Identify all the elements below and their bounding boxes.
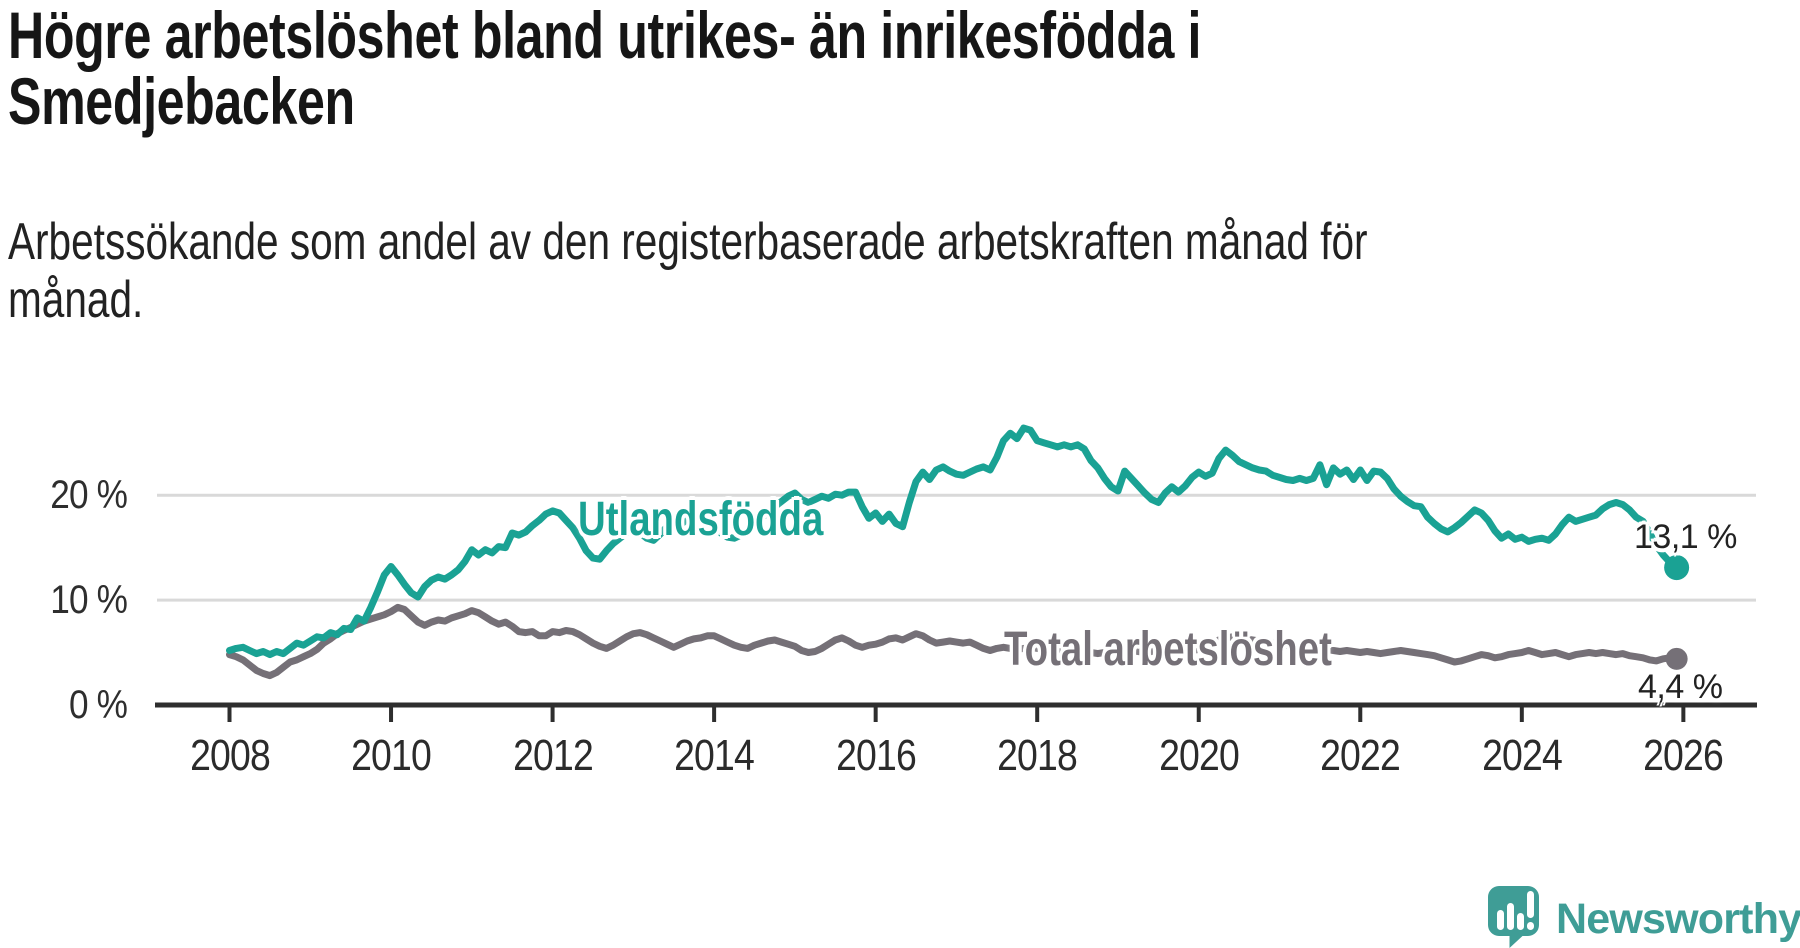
title-line-1: Högre arbetslöshet bland utrikes- än inr… bbox=[8, 0, 1202, 72]
latest-value-dot bbox=[1664, 555, 1690, 581]
subtitle-line-1: Arbetssökande som andel av den registerb… bbox=[8, 213, 1368, 271]
y-tick-label: 10 % bbox=[50, 578, 128, 623]
x-tick-label: 2026 bbox=[1643, 731, 1724, 780]
y-tick-label: 20 % bbox=[50, 473, 128, 518]
newsworthy-speech-bubble-chart-icon bbox=[1488, 886, 1539, 948]
x-tick-label: 2016 bbox=[835, 731, 917, 780]
x-tick-label: 2020 bbox=[1158, 731, 1240, 780]
x-tick-label: 2024 bbox=[1481, 731, 1563, 780]
x-tick-label: 2012 bbox=[512, 731, 594, 780]
end-value-label-total: 4,4 % bbox=[1638, 668, 1723, 706]
subtitle-line-2: månad. bbox=[8, 271, 144, 329]
newsworthy-logo: Newsworthy bbox=[1488, 886, 1800, 948]
line-total-arbetsloshet bbox=[226, 603, 1681, 680]
x-tick-label: 2008 bbox=[189, 731, 271, 780]
latest-value-dot bbox=[1665, 647, 1688, 670]
series-label-utlandsfodda: Utlandsfödda bbox=[578, 493, 824, 546]
line-utlandsfodda bbox=[226, 424, 1681, 659]
page-title: Högre arbetslöshet bland utrikes- än inr… bbox=[8, 2, 1578, 134]
x-tick-label: 2010 bbox=[351, 731, 432, 780]
series-label-total-arbetsloshet: Total arbetslöshet bbox=[1004, 623, 1332, 676]
end-value-label-utlandsfodda: 13,1 % bbox=[1634, 518, 1737, 556]
y-tick-label: 0 % bbox=[68, 683, 128, 727]
chart-subtitle: Arbetssökande som andel av den registerb… bbox=[8, 213, 1751, 329]
x-tick-label: 2014 bbox=[674, 731, 755, 780]
x-tick-label: 2018 bbox=[997, 731, 1078, 780]
x-tick-label: 2022 bbox=[1320, 731, 1401, 780]
title-line-2: Smedjebacken bbox=[8, 64, 355, 138]
newsworthy-wordmark: Newsworthy bbox=[1556, 895, 1800, 943]
